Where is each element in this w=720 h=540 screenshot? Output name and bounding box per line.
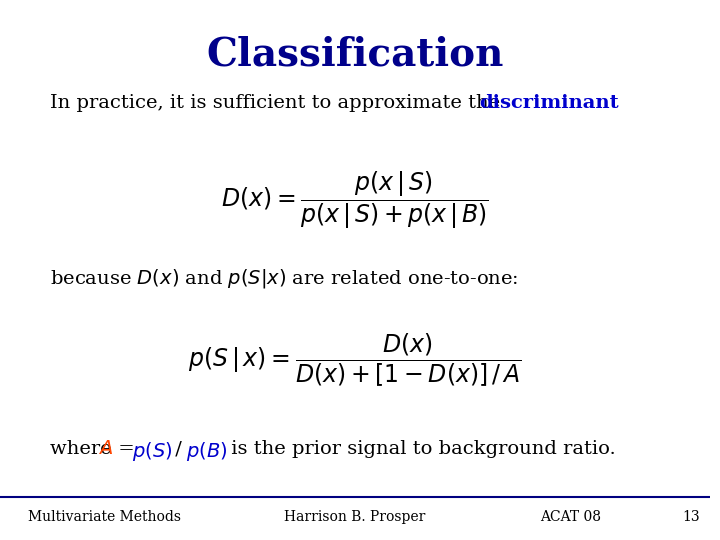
Text: In practice, it is sufficient to approximate the: In practice, it is sufficient to approxi…	[50, 94, 506, 112]
Text: is the prior signal to background ratio.: is the prior signal to background ratio.	[225, 440, 616, 458]
Text: ACAT 08: ACAT 08	[540, 510, 601, 524]
Text: where: where	[50, 440, 117, 458]
Text: $p(S)$: $p(S)$	[132, 440, 173, 463]
Text: $p(B)$: $p(B)$	[186, 440, 228, 463]
Text: discriminant: discriminant	[480, 94, 619, 112]
Text: /: /	[169, 440, 188, 458]
Text: Classification: Classification	[207, 35, 504, 73]
Text: $p(S\,|\,x) = \dfrac{D(x)}{D(x)+[1-D(x)]\,/\, A}$: $p(S\,|\,x) = \dfrac{D(x)}{D(x)+[1-D(x)]…	[189, 332, 522, 389]
Text: because $D(x)$ and $p(S|x)$ are related one-to-one:: because $D(x)$ and $p(S|x)$ are related …	[50, 267, 518, 291]
Text: 13: 13	[682, 510, 700, 524]
Text: $A$: $A$	[98, 440, 113, 458]
Text: Harrison B. Prosper: Harrison B. Prosper	[284, 510, 426, 524]
Text: $D(x) = \dfrac{p(x\,|\,S)}{p(x\,|\,S)+p(x\,|\,B)}$: $D(x) = \dfrac{p(x\,|\,S)}{p(x\,|\,S)+p(…	[221, 170, 489, 232]
Text: =: =	[112, 440, 141, 458]
Text: Multivariate Methods: Multivariate Methods	[28, 510, 181, 524]
